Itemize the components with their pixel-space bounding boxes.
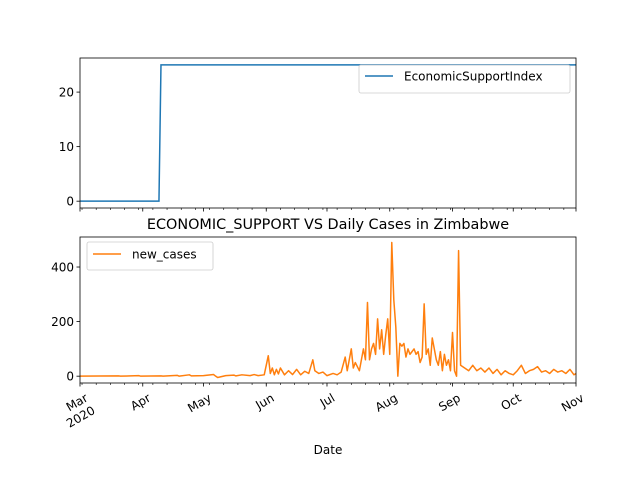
y-tick-label: 0 [66, 369, 74, 383]
x-axis-label: Date [314, 443, 343, 457]
y-tick-label: 200 [51, 315, 74, 329]
top-legend-box [358, 64, 571, 94]
x-tick-label: Jul [317, 391, 337, 411]
series-line-new-cases [79, 241, 577, 379]
bottom-legend-label: new_cases [132, 248, 197, 262]
top-legend-label: EconomicSupportIndex [404, 70, 543, 84]
bottom-plot-frame [79, 236, 577, 384]
chart-title: ECONOMIC_SUPPORT VS Daily Cases in Zimba… [147, 217, 509, 233]
y-tick-label: 0 [66, 194, 74, 208]
y-tick-label: 20 [59, 85, 74, 99]
bottom-legend-box [86, 241, 214, 271]
y-tick-label: 400 [51, 260, 74, 274]
top-legend: EconomicSupportIndex [358, 64, 571, 94]
y-tick-label: 10 [59, 140, 74, 154]
top-plot-frame [79, 57, 577, 209]
bottom-legend: new_cases [86, 241, 214, 271]
top-panel: 0 10 20 EconomicSupportIndex [59, 57, 577, 212]
